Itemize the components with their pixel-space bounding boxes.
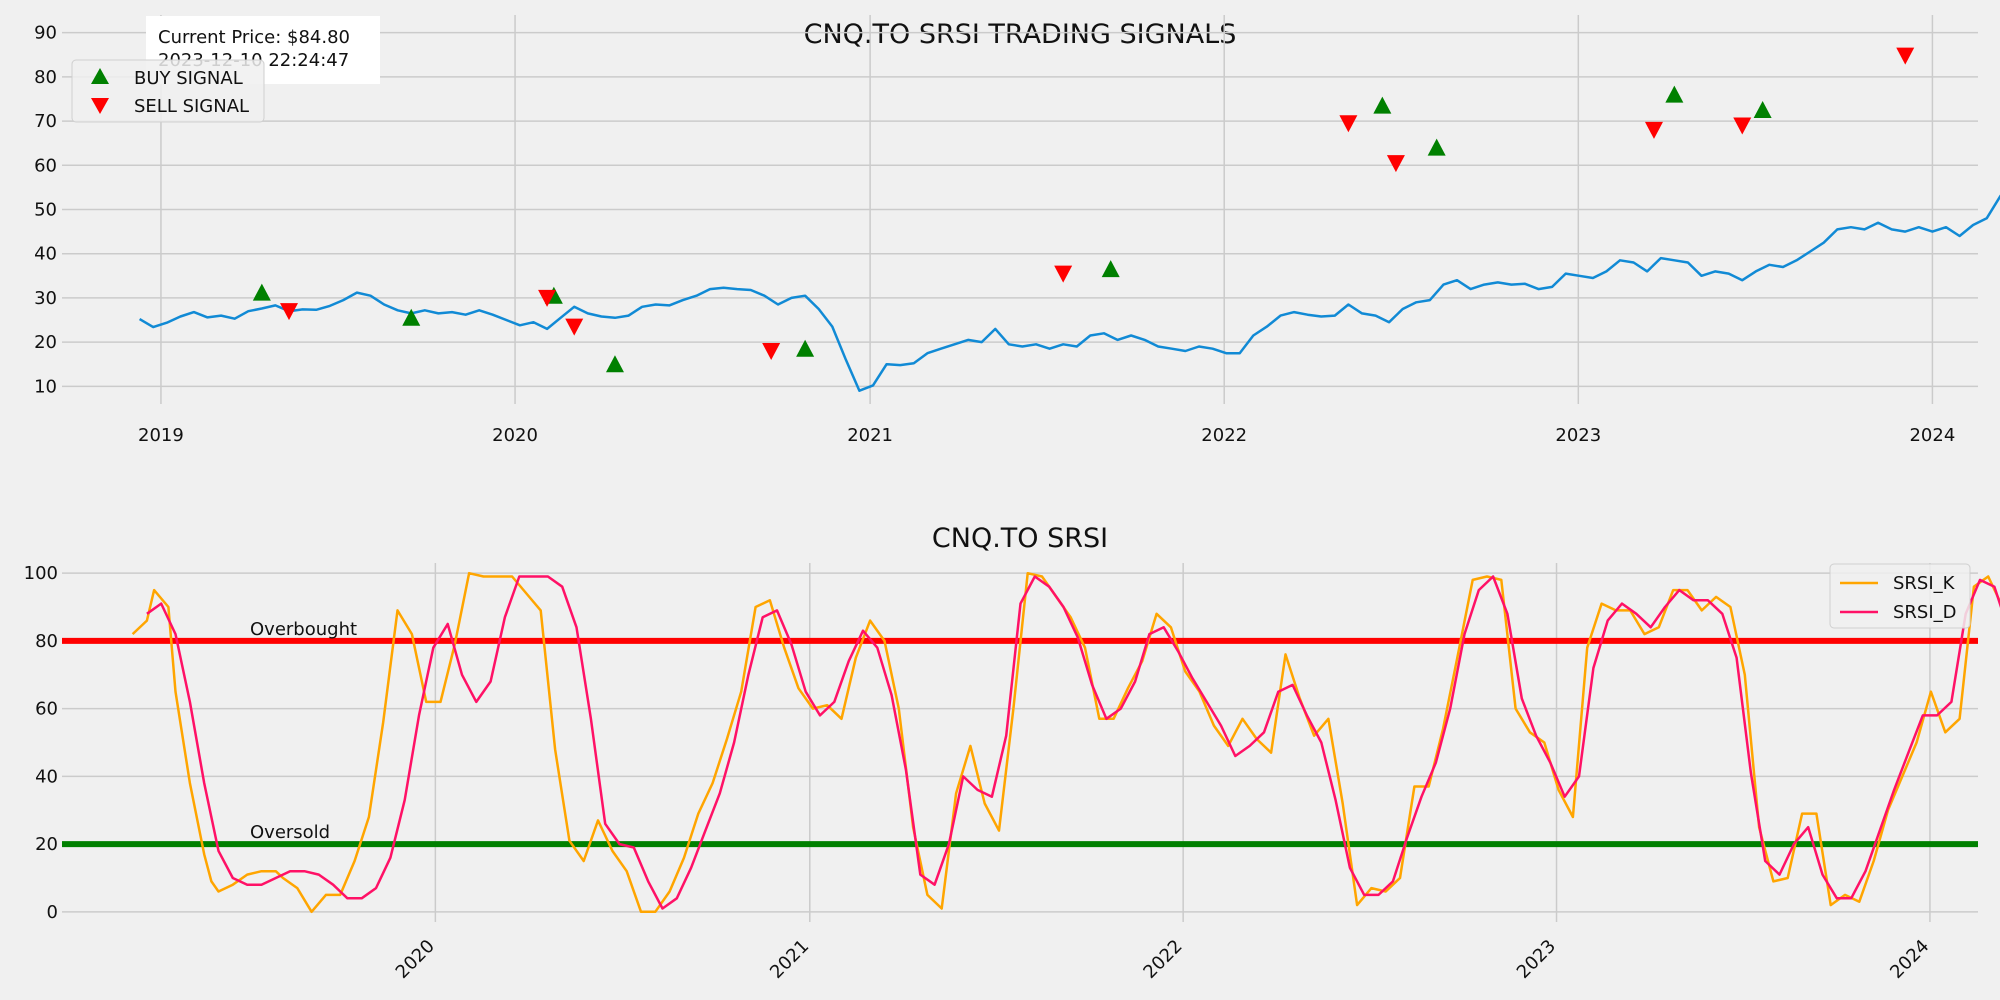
price-chart: CNQ.TO SRSI TRADING SIGNALS 2019 2020 2021…	[34, 15, 2000, 446]
srsi-d-legend-label: SRSI_D	[1893, 602, 1957, 623]
srsi-k-legend-label: SRSI_K	[1893, 573, 1956, 594]
price-x-tick-label: 2020	[492, 425, 538, 446]
srsi-y-tick-label: 60	[35, 699, 58, 720]
price-chart-y-ticks: 10 20 30 40 50 60 70 80 90	[34, 23, 57, 398]
price-x-tick-label: 2022	[1201, 425, 1247, 446]
srsi-chart: CNQ.TO SRSI 2020 2021 2022 2023 2024 0 20 40 60…	[24, 523, 2000, 983]
srsi-y-tick-label: 100	[24, 563, 58, 584]
buy-legend-label: BUY SIGNAL	[134, 68, 243, 89]
srsi-y-tick-label: 80	[35, 631, 58, 652]
sell-signal-marker	[1733, 117, 1752, 135]
buy-signal-marker	[1101, 260, 1120, 278]
srsi-x-tick-label: 2021	[766, 936, 813, 983]
price-x-tick-label: 2019	[138, 425, 184, 446]
buy-signal-marker	[402, 308, 421, 326]
price-y-tick-label: 60	[34, 155, 57, 176]
sell-signal-marker	[1339, 115, 1358, 133]
srsi-x-tick-label: 2020	[392, 936, 439, 983]
srsi-y-tick-label: 0	[47, 902, 58, 923]
srsi-y-tick-label: 40	[35, 766, 58, 787]
sell-signal-marker	[1896, 47, 1915, 65]
sell-markers	[280, 47, 1915, 360]
sell-signal-marker	[1386, 155, 1405, 173]
sell-legend-icon	[91, 98, 109, 114]
buy-markers	[252, 85, 1772, 373]
price-y-tick-label: 30	[34, 288, 57, 309]
info-price-text: Current Price: $84.80	[158, 27, 350, 48]
sell-signal-marker	[280, 303, 299, 321]
sell-signal-marker	[762, 342, 781, 360]
price-y-tick-label: 90	[34, 23, 57, 44]
price-x-tick-label: 2024	[1909, 425, 1955, 446]
price-y-tick-label: 10	[34, 376, 57, 397]
srsi-d-line	[146, 575, 2000, 910]
price-y-tick-label: 40	[34, 244, 57, 265]
sell-signal-marker	[538, 289, 557, 307]
srsi-chart-x-ticks: 2020 2021 2022 2023 2024	[392, 936, 1934, 983]
price-y-tick-label: 20	[34, 332, 57, 353]
price-chart-grid	[62, 15, 1978, 404]
sell-signal-marker	[565, 318, 584, 336]
srsi-k-line	[131, 571, 2000, 914]
price-y-tick-label: 70	[34, 111, 57, 132]
price-line	[138, 194, 2000, 392]
buy-signal-marker	[1427, 138, 1446, 156]
srsi-x-tick-label: 2024	[1886, 936, 1933, 983]
sell-signal-marker	[1644, 121, 1663, 139]
price-x-tick-label: 2021	[847, 425, 893, 446]
price-y-tick-label: 80	[34, 67, 57, 88]
price-chart-title: CNQ.TO SRSI TRADING SIGNALS	[804, 19, 1237, 50]
buy-signal-marker	[796, 339, 815, 357]
price-y-tick-label: 50	[34, 200, 57, 221]
buy-signal-marker	[605, 355, 624, 373]
sell-signal-marker	[1054, 265, 1073, 283]
srsi-x-tick-label: 2023	[1513, 936, 1560, 983]
srsi-y-tick-label: 20	[35, 834, 58, 855]
price-chart-x-ticks: 2019 2020 2021 2022 2023 2024	[138, 425, 1955, 446]
srsi-chart-y-ticks: 0 20 40 60 80 100	[24, 563, 58, 923]
price-x-tick-label: 2023	[1555, 425, 1601, 446]
buy-signal-marker	[252, 283, 271, 301]
oversold-label: Oversold	[250, 822, 330, 843]
buy-signal-marker	[1665, 85, 1684, 103]
sell-legend-label: SELL SIGNAL	[134, 96, 249, 117]
price-legend-box	[71, 59, 265, 123]
srsi-x-tick-label: 2022	[1139, 936, 1186, 983]
buy-legend-icon	[91, 68, 109, 84]
srsi-chart-title: CNQ.TO SRSI	[932, 523, 1108, 554]
buy-signal-marker	[1373, 96, 1392, 114]
buy-signal-marker	[1753, 101, 1772, 119]
srsi-legend: SRSI_K SRSI_D	[1829, 563, 1971, 629]
price-legend: BUY SIGNAL SELL SIGNAL	[71, 59, 265, 123]
overbought-label: Overbought	[250, 619, 357, 640]
